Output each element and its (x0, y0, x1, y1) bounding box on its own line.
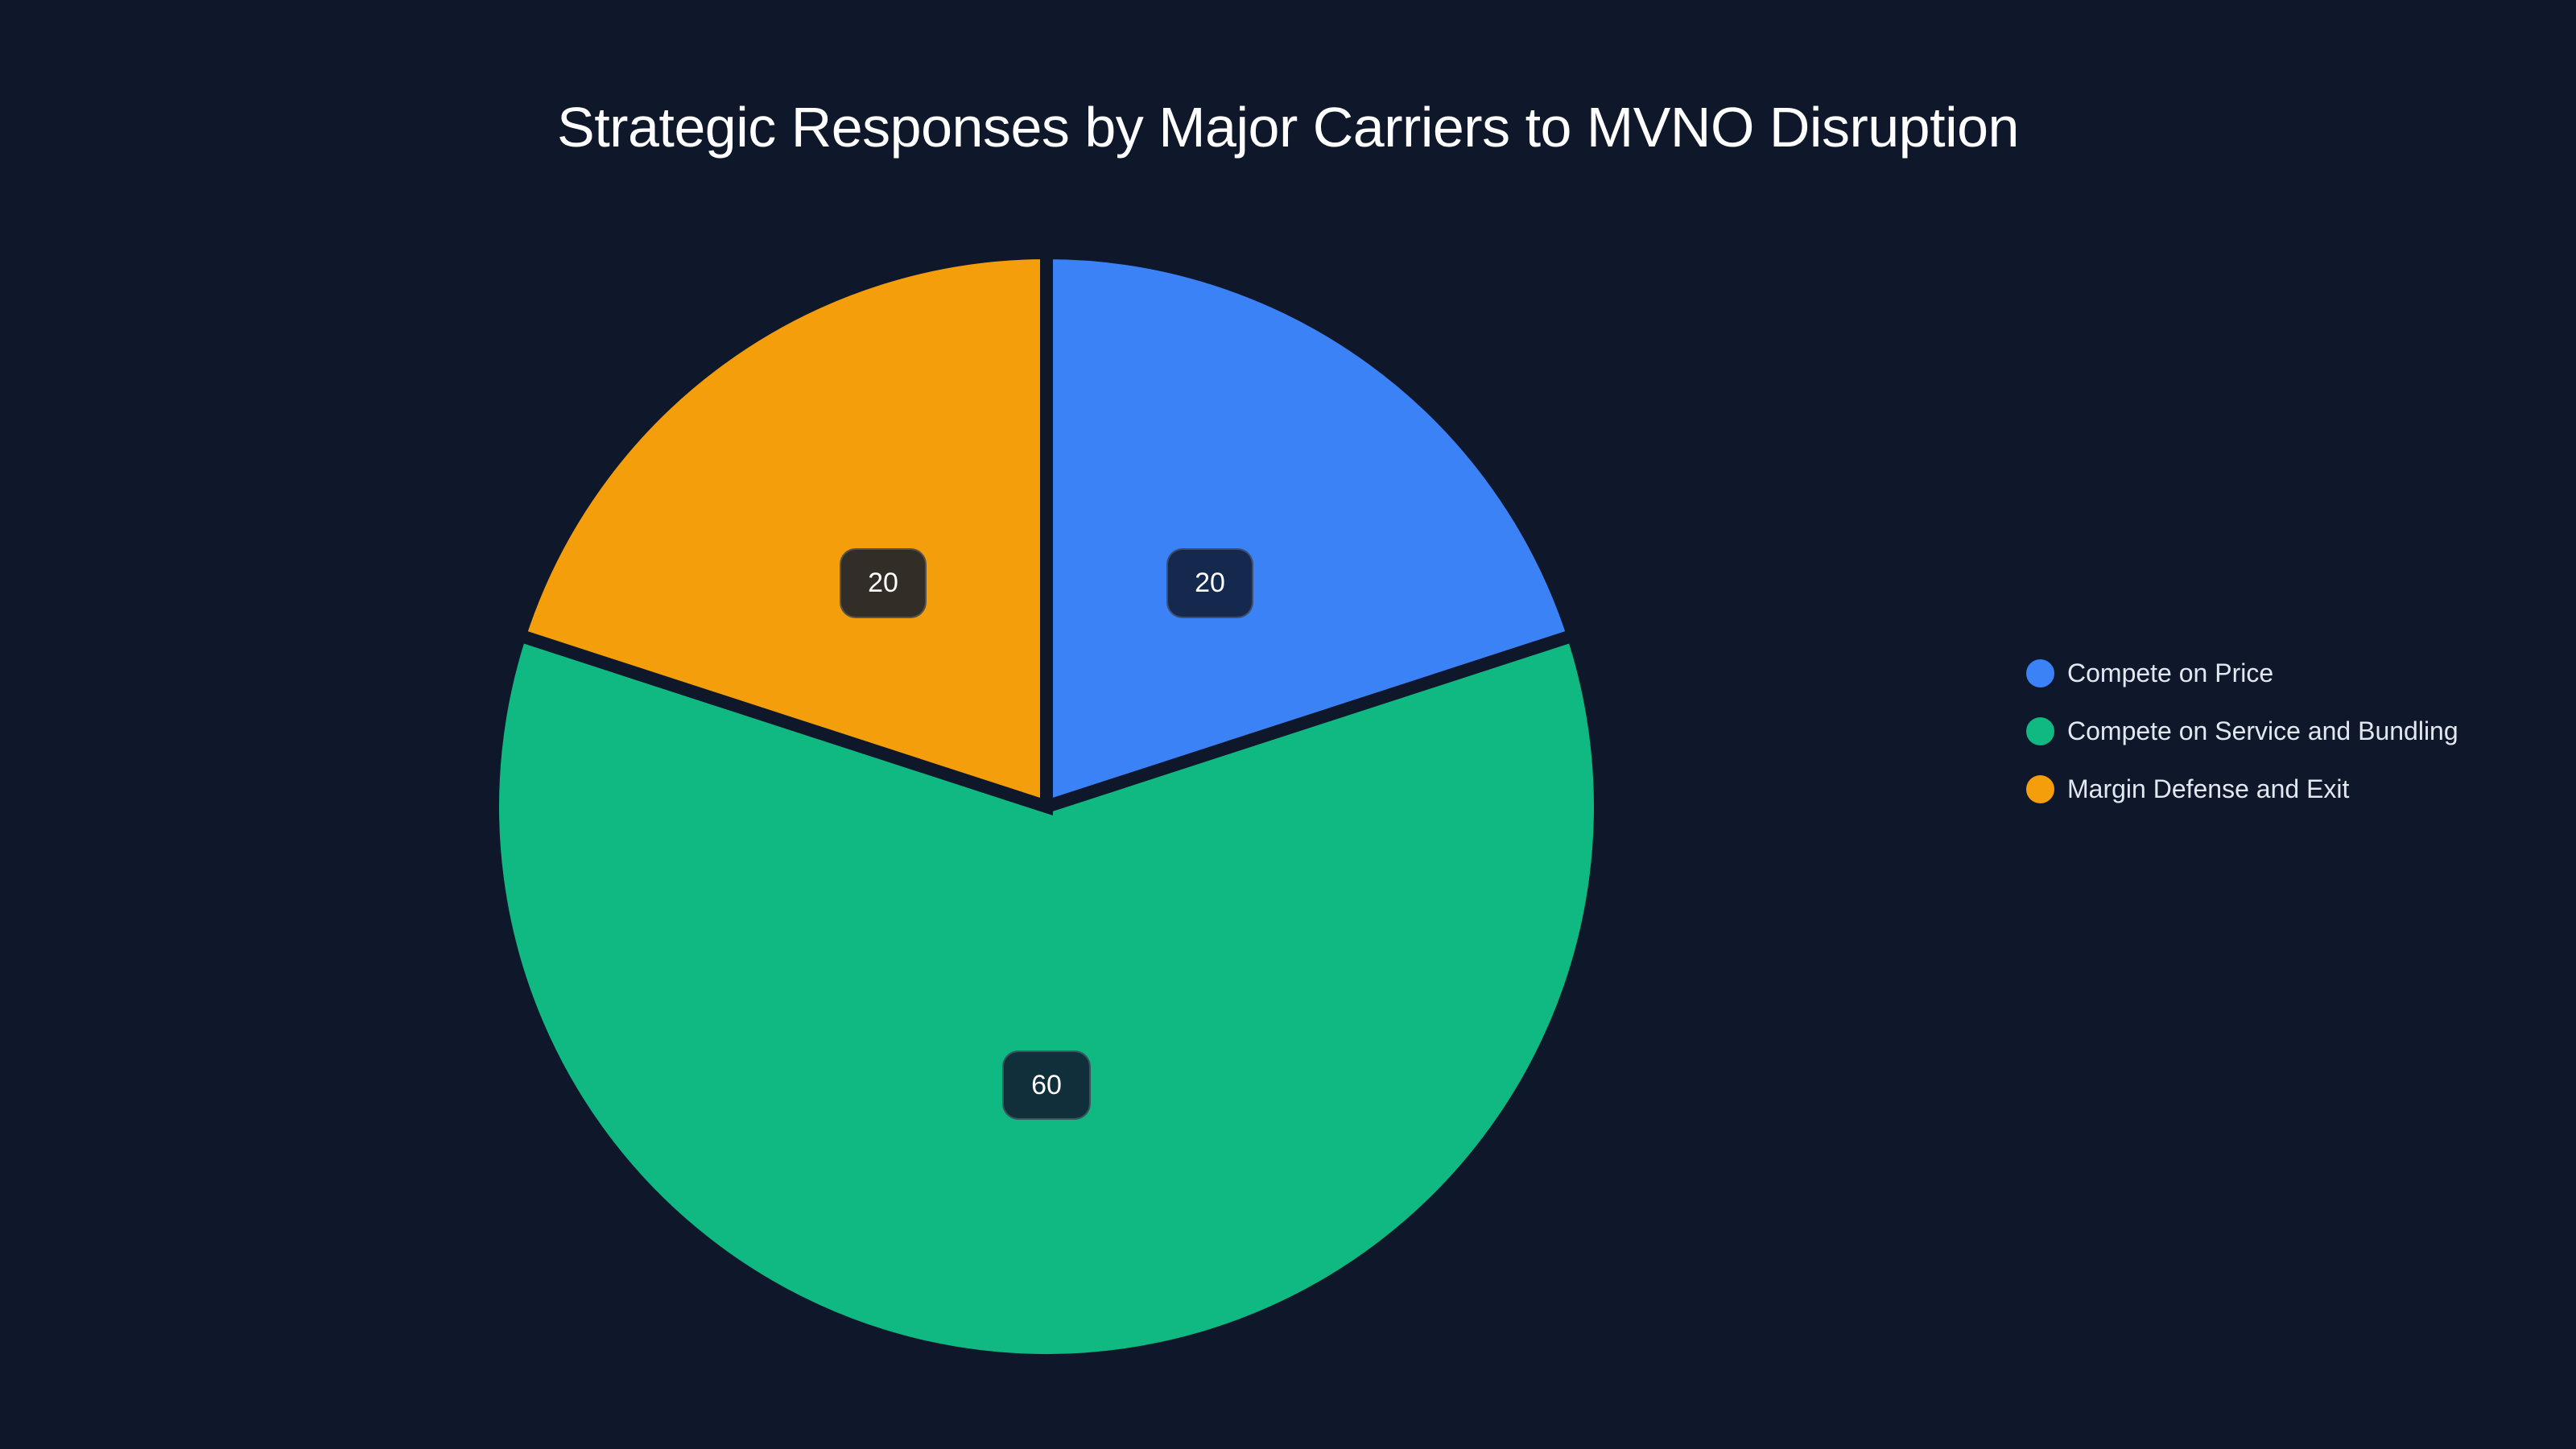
legend-item-compete-on-service-and-bundling[interactable]: Compete on Service and Bundling (2026, 702, 2458, 760)
legend-item-margin-defense-and-exit[interactable]: Margin Defense and Exit (2026, 760, 2458, 818)
pie-slice-compete-on-price[interactable] (1040, 246, 1582, 816)
legend-dot-icon (2026, 658, 2054, 687)
legend-label: Margin Defense and Exit (2067, 774, 2350, 803)
data-label-margin-defense-and-exit: 20 (840, 548, 927, 618)
data-label-compete-on-price: 20 (1166, 548, 1253, 618)
pie-slice-margin-defense-and-exit[interactable] (511, 246, 1053, 816)
legend-dot-icon (2026, 774, 2054, 803)
chart-title: Strategic Responses by Major Carriers to… (557, 96, 2019, 159)
legend-dot-icon (2026, 716, 2054, 745)
data-label-compete-on-service-and-bundling: 60 (1002, 1051, 1091, 1120)
legend-item-compete-on-price[interactable]: Compete on Price (2026, 644, 2458, 702)
chart-legend: Compete on Price Compete on Service and … (2026, 644, 2458, 818)
legend-label: Compete on Service and Bundling (2067, 716, 2458, 745)
legend-label: Compete on Price (2067, 658, 2274, 687)
pie-slice-compete-on-service-and-bundling[interactable] (486, 627, 1607, 1368)
